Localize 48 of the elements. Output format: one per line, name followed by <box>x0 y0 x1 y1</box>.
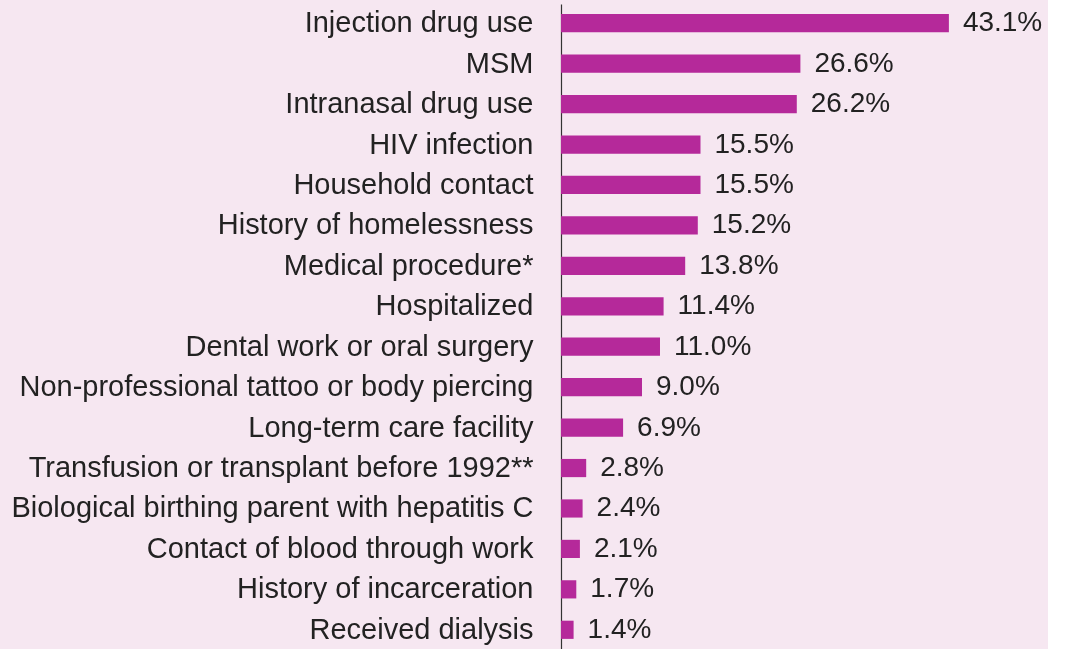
bar <box>560 580 577 599</box>
data-label: 15.2% <box>711 208 792 240</box>
bar <box>560 297 664 316</box>
data-label: 43.1% <box>962 6 1043 38</box>
y-tick-label: Contact of blood through work <box>146 531 534 564</box>
y-tick-label: Hospitalized <box>375 289 534 322</box>
y-tick-label: Household contact <box>293 167 534 200</box>
bar <box>560 216 698 235</box>
bar <box>560 94 797 114</box>
data-label: 1.4% <box>587 612 652 644</box>
y-tick-label: Biological birthing parent with hepatitis C <box>11 491 534 524</box>
data-label: 15.5% <box>714 167 794 199</box>
bar <box>560 256 686 275</box>
data-label: 2.8% <box>600 451 664 483</box>
data-label: 11.0% <box>673 329 752 361</box>
y-tick-label: History of homelessness <box>217 208 534 241</box>
data-label: 2.4% <box>596 491 661 523</box>
bar <box>560 499 583 518</box>
bar <box>560 337 660 356</box>
y-tick-label: Non-professional tattoo or body piercing <box>19 370 534 403</box>
data-label: 2.1% <box>593 531 658 563</box>
data-label: 6.9% <box>637 410 701 442</box>
y-tick-label: Injection drug use <box>304 6 534 39</box>
y-tick-label: Dental work or oral surgery <box>185 329 534 362</box>
bar <box>560 418 624 437</box>
y-tick-label: History of incarceration <box>237 572 534 605</box>
bar <box>560 378 642 397</box>
data-label: 13.8% <box>699 248 779 280</box>
data-label: 26.6% <box>814 46 894 78</box>
bar <box>560 14 949 33</box>
y-tick-label: HIV infection <box>369 127 534 160</box>
bar <box>560 135 701 154</box>
bar <box>560 54 801 73</box>
y-tick-label: Intranasal drug use <box>285 87 534 120</box>
y-tick-label: Transfusion or transplant before 1992** <box>28 451 534 484</box>
bar <box>560 175 701 195</box>
data-label: 15.5% <box>714 127 794 159</box>
bar <box>560 458 587 478</box>
bar <box>560 539 580 559</box>
y-tick-label: Long-term care facility <box>248 410 534 443</box>
y-tick-label: Medical procedure* <box>283 248 534 281</box>
bar <box>560 620 574 639</box>
data-label: 11.4% <box>677 289 755 321</box>
data-label: 1.7% <box>590 572 655 604</box>
data-label: 26.2% <box>810 87 891 119</box>
data-label: 9.0% <box>655 370 720 402</box>
y-tick-label: MSM <box>465 46 534 79</box>
y-tick-label: Received dialysis <box>309 612 534 645</box>
